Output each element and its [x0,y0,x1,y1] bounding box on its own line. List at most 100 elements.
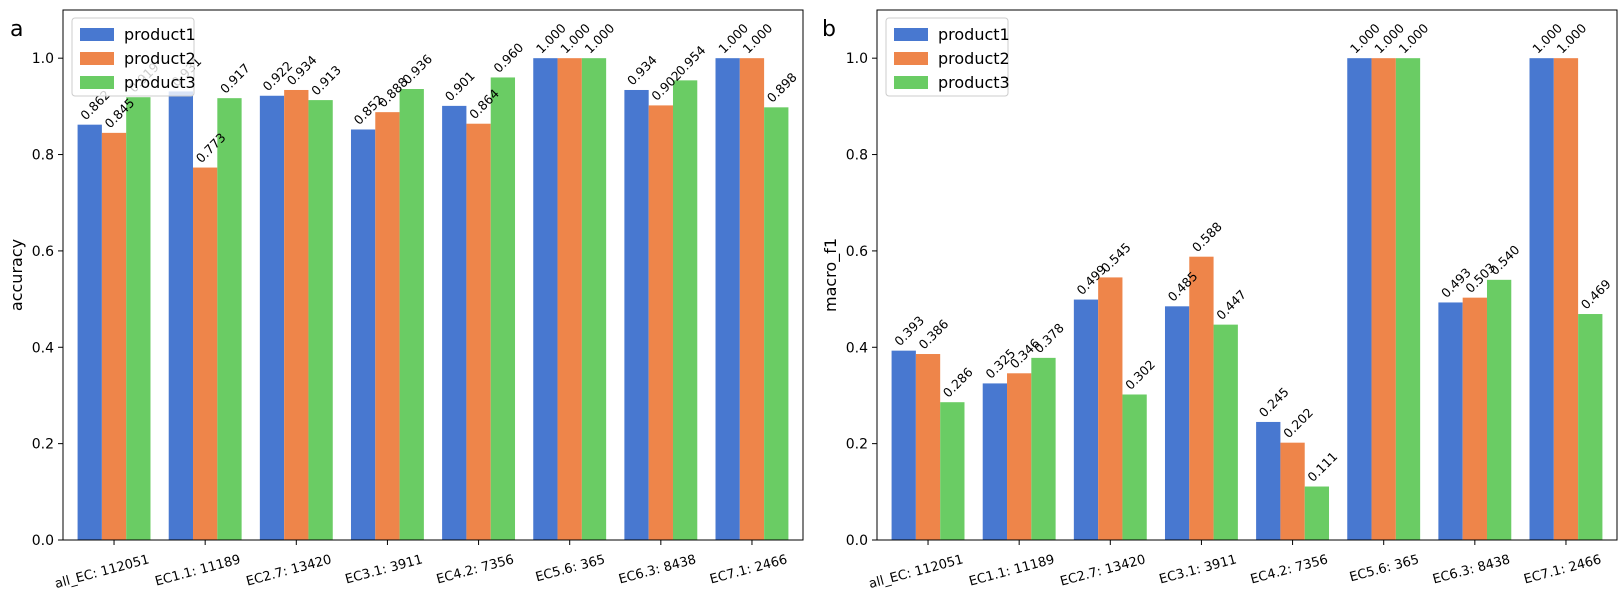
legend: product1 product2 product3 [71,17,196,97]
value-label-product3-2: 0.917 [217,60,253,96]
value-label-product3-5: 0.111 [1304,449,1340,485]
legend-swatch-product3 [894,76,928,89]
x-tick-label-6: EC5.6: 365 [534,552,607,585]
bar-product3-1 [126,97,151,541]
x-tick-label-3: EC2.7: 13420 [245,552,334,589]
legend-label-product1: product1 [124,25,196,44]
y-tick-label: 0.8 [846,148,868,164]
y-axis-label: macro_f1 [821,238,841,312]
panel-letter: a [10,17,23,42]
x-tick-label-4: EC3.1: 3911 [344,552,425,587]
legend-swatch-product1 [80,28,114,41]
x-tick-label-1: all_EC: 112051 [53,552,151,592]
value-label-product3-4: 0.936 [399,51,435,87]
value-label-product3-5: 0.960 [490,40,526,76]
value-label-product2-3: 0.545 [1098,240,1134,276]
bar-product2-4 [375,112,400,541]
y-tick-label: 0.4 [32,340,54,356]
legend-label-product2: product2 [938,49,1010,68]
bar-product1-1 [77,124,102,541]
value-label-product3-7: 0.540 [1487,242,1523,278]
bar-product1-4 [1164,306,1190,540]
x-tick-label-6: EC5.6: 365 [1348,552,1421,585]
bar-product2-6 [557,58,582,541]
bar-product2-1 [915,354,941,540]
bar-product3-3 [1122,394,1147,540]
bar-product3-5 [490,77,516,540]
bar-product1-2 [982,383,1008,540]
x-tick-label-4: EC3.1: 3911 [1158,552,1239,587]
x-tick-label-5: EC4.2: 7356 [435,552,516,587]
x-tick-label-8: EC7.1: 2466 [1522,552,1603,587]
y-tick-label: 0.6 [32,244,54,260]
y-tick-label: 0.2 [32,437,54,453]
bar-product2-3 [284,89,309,540]
y-tick-label: 0.6 [846,244,868,260]
bar-product1-8 [715,58,740,541]
bar-product3-8 [1578,314,1603,540]
bar-product1-3 [1073,299,1099,540]
bar-product3-7 [672,80,698,540]
value-label-product2-4: 0.588 [1189,219,1225,255]
bar-product1-3 [259,95,285,540]
bar-product3-4 [399,89,424,541]
bar-product1-7 [1438,302,1463,540]
x-tick-label-3: EC2.7: 13420 [1059,552,1148,589]
bar-product2-7 [648,105,673,541]
bar-product1-1 [891,350,916,540]
value-label-product1-7: 0.934 [624,52,660,88]
x-tick-label-8: EC7.1: 2466 [708,552,789,587]
bar-product3-3 [308,100,333,540]
value-label-product3-3: 0.302 [1122,357,1158,393]
panel-a-accuracy-chart: 0.8620.9310.9220.8520.9011.0000.9341.000… [7,9,804,592]
bar-product2-4 [1189,256,1214,540]
bar-product2-8 [1553,58,1579,541]
bar-product3-4 [1213,324,1238,540]
value-label-product3-7: 0.954 [673,42,709,78]
x-tick-label-1: all_EC: 112051 [867,552,965,592]
panel-letter: b [822,17,836,42]
bar-product3-6 [581,58,607,541]
bar-product3-7 [1486,279,1512,540]
y-tick-label: 1.0 [846,51,868,67]
value-label-product1-5: 0.245 [1256,384,1292,420]
bar-product2-5 [466,123,491,541]
bar-product2-3 [1098,277,1123,540]
legend-label-product2: product2 [124,49,196,68]
value-label-product3-8: 0.469 [1578,276,1614,312]
y-tick-label: 0.0 [846,533,868,549]
bar-product2-5 [1280,442,1305,540]
value-label-product1-5: 0.901 [442,68,478,104]
x-tick-label-2: EC1.1: 11189 [968,552,1057,589]
bar-product3-5 [1304,486,1330,540]
legend-swatch-product2 [894,52,928,65]
bar-product3-1 [940,402,965,540]
bar-product2-6 [1371,58,1396,541]
bar-product1-5 [442,105,467,540]
bar-product3-8 [764,107,789,540]
bar-product1-6 [533,58,558,541]
y-tick-label: 0.2 [846,437,868,453]
x-tick-label-7: EC6.3: 8438 [617,552,698,587]
bar-product1-2 [168,91,194,541]
value-label-product2-5: 0.202 [1280,405,1316,441]
legend-label-product1: product1 [938,25,1010,44]
legend-label-product3: product3 [124,73,196,92]
plot-frame [62,9,804,541]
y-tick-label: 1.0 [32,51,54,67]
bar-product1-4 [350,129,376,541]
bar-product1-8 [1529,58,1554,541]
value-label-product3-2: 0.378 [1031,320,1067,356]
x-tick-label-5: EC4.2: 7356 [1249,552,1330,587]
bar-product2-2 [193,167,218,541]
legend: product1 product2 product3 [885,17,1010,97]
bar-product3-2 [217,98,242,541]
value-label-product3-1: 0.286 [940,364,976,400]
bar-product2-2 [1007,373,1032,540]
bar-product2-7 [1462,297,1487,540]
bar-product1-6 [1347,58,1372,541]
plot-frame [876,9,1618,541]
bar-product1-5 [1256,421,1281,540]
